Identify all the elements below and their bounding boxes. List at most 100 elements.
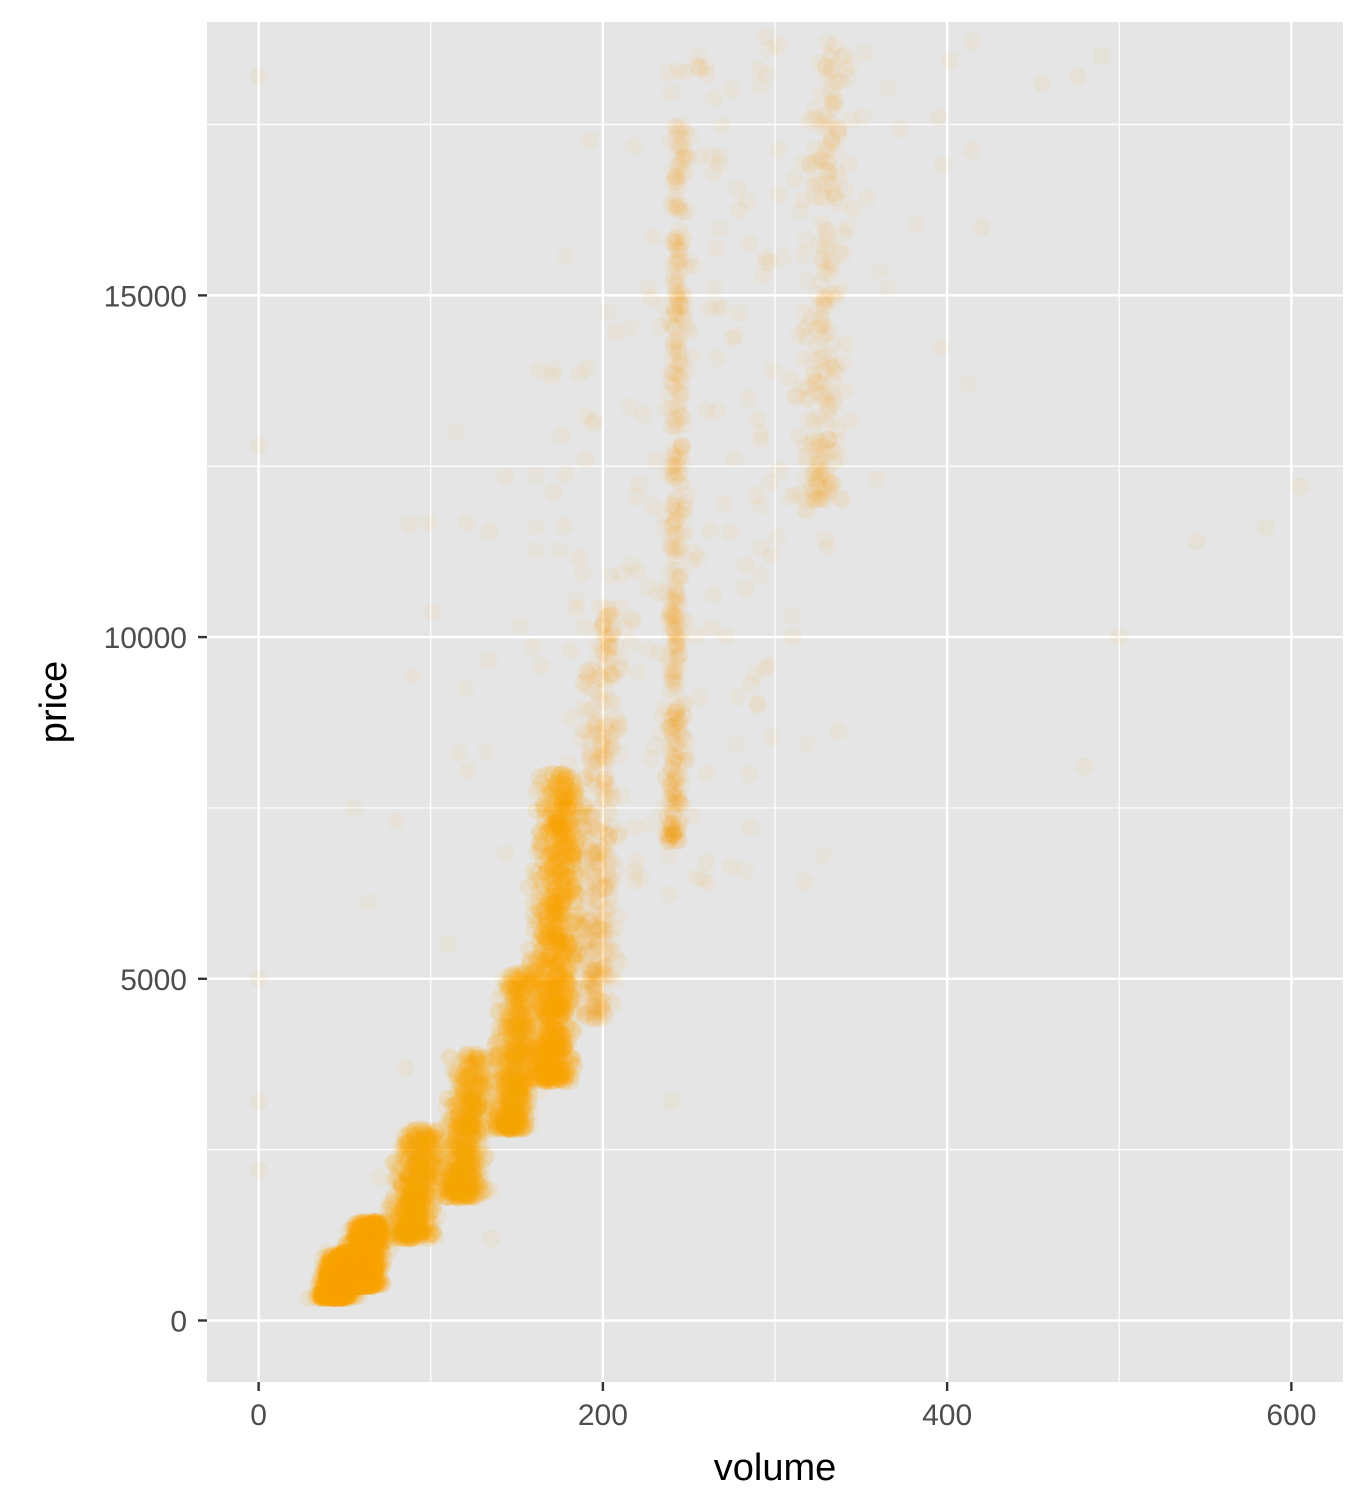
- data-point: [362, 1239, 380, 1258]
- data-point: [326, 1284, 344, 1303]
- data-point: [342, 1278, 361, 1297]
- data-point: [333, 1249, 352, 1268]
- data-point: [335, 1280, 354, 1299]
- data-point: [327, 1274, 346, 1293]
- data-point: [323, 1281, 342, 1300]
- data-point: [329, 1277, 348, 1295]
- data-point: [327, 1254, 346, 1273]
- data-point: [357, 1269, 376, 1288]
- data-point: [324, 1284, 343, 1302]
- data-point: [360, 1253, 379, 1272]
- data-point: [330, 1278, 349, 1297]
- data-point: [332, 1249, 351, 1268]
- data-point: [334, 1266, 353, 1284]
- data-point: [339, 1222, 358, 1240]
- data-point: [351, 1228, 370, 1247]
- data-point: [340, 1257, 359, 1276]
- data-point: [349, 1219, 368, 1238]
- data-point: [361, 1243, 380, 1262]
- data-point: [325, 1252, 344, 1271]
- data-point: [342, 1265, 361, 1284]
- data-point: [358, 1251, 376, 1270]
- data-point: [477, 1179, 496, 1198]
- data-point: [318, 1270, 337, 1288]
- data-point: [332, 1250, 351, 1269]
- data-point: [332, 1268, 351, 1287]
- data-point: [364, 1260, 383, 1279]
- data-point: [332, 1272, 351, 1291]
- data-point: [339, 1277, 358, 1296]
- data-point: [319, 1285, 338, 1304]
- data-point: [343, 1267, 362, 1286]
- data-point: [319, 1287, 338, 1306]
- data-point: [321, 1268, 340, 1287]
- data-point: [325, 1282, 344, 1301]
- data-point: [321, 1274, 340, 1293]
- data-point: [331, 1271, 350, 1290]
- data-point: [354, 1243, 373, 1262]
- data-point: [323, 1261, 341, 1280]
- data-point: [329, 1263, 348, 1281]
- data-point: [357, 1251, 376, 1270]
- data-point: [329, 1262, 348, 1281]
- data-point: [328, 1278, 347, 1297]
- data-point: [340, 1255, 359, 1274]
- data-point: [343, 1256, 362, 1275]
- data-point: [331, 1262, 350, 1280]
- data-point: [349, 1269, 368, 1288]
- data-point: [338, 1257, 357, 1276]
- data-point: [323, 1288, 342, 1307]
- data-point: [331, 1272, 350, 1291]
- data-point: [332, 1287, 351, 1306]
- data-point: [329, 1266, 347, 1285]
- data-point: [327, 1283, 346, 1302]
- data-point: [467, 1051, 486, 1070]
- data-point: [343, 1251, 362, 1270]
- data-point: [313, 1258, 332, 1277]
- data-point: [323, 1287, 342, 1306]
- data-point: [316, 1278, 334, 1297]
- data-point: [341, 1250, 360, 1268]
- data-point: [369, 1219, 388, 1238]
- data-point: [323, 1285, 342, 1303]
- data-point: [353, 1235, 372, 1253]
- data-point: [316, 1281, 335, 1300]
- data-point: [329, 1287, 348, 1306]
- data-point: [339, 1286, 358, 1305]
- data-point: [334, 1284, 353, 1303]
- data-point: [319, 1278, 338, 1296]
- data-point: [336, 1267, 355, 1286]
- data-point: [315, 1263, 333, 1282]
- data-point: [334, 1266, 353, 1285]
- data-point: [352, 1244, 371, 1263]
- data-point: [320, 1281, 339, 1300]
- data-point: [321, 1286, 340, 1305]
- data-point: [323, 1261, 342, 1280]
- data-point: [329, 1287, 348, 1306]
- data-point: [326, 1270, 345, 1289]
- data-point: [539, 819, 558, 838]
- data-point: [340, 1248, 359, 1267]
- data-point: [323, 1270, 342, 1289]
- data-point: [321, 1285, 340, 1304]
- data-point: [310, 1274, 329, 1293]
- data-point: [338, 1284, 357, 1303]
- data-point: [317, 1279, 336, 1298]
- data-point: [341, 1263, 360, 1282]
- data-point: [341, 1249, 359, 1268]
- data-point: [328, 1253, 347, 1272]
- data-point: [321, 1247, 340, 1266]
- data-point: [322, 1280, 341, 1299]
- data-point: [322, 1277, 341, 1296]
- data-point: [357, 1246, 376, 1265]
- data-point: [339, 1269, 358, 1288]
- data-point: [545, 1035, 564, 1054]
- data-point: [338, 1288, 357, 1307]
- data-point: [350, 1226, 369, 1245]
- data-point: [325, 1288, 344, 1307]
- data-point: [318, 1277, 337, 1296]
- data-point: [330, 1263, 349, 1281]
- data-point: [325, 1276, 344, 1295]
- data-point: [329, 1268, 348, 1287]
- data-point: [370, 1215, 389, 1234]
